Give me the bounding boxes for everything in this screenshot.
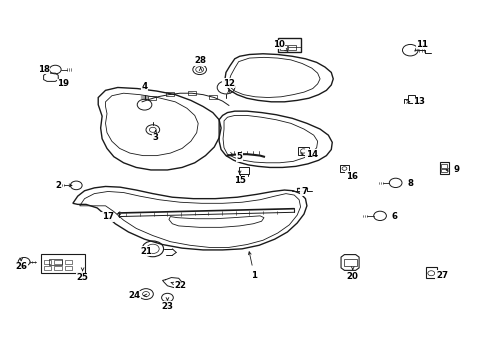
Bar	[54, 260, 61, 264]
Text: 9: 9	[453, 166, 459, 175]
Text: 14: 14	[305, 150, 317, 159]
Text: 27: 27	[435, 270, 447, 279]
Text: 16: 16	[345, 172, 357, 181]
Bar	[339, 165, 348, 172]
Text: 13: 13	[412, 97, 424, 106]
Text: 24: 24	[128, 291, 141, 300]
Bar	[407, 95, 414, 103]
Text: 17: 17	[102, 212, 114, 221]
Text: 3: 3	[152, 133, 159, 142]
Text: 6: 6	[391, 212, 397, 221]
Bar	[440, 168, 446, 172]
Text: 23: 23	[161, 302, 173, 311]
Text: 11: 11	[416, 40, 427, 49]
Bar	[288, 45, 296, 50]
Bar	[148, 96, 156, 100]
Text: 7: 7	[300, 187, 306, 196]
Text: 8: 8	[407, 179, 412, 188]
Bar	[65, 266, 72, 270]
Text: 21: 21	[140, 247, 152, 256]
Text: 2: 2	[55, 181, 61, 190]
Text: 20: 20	[346, 271, 358, 280]
Bar	[43, 260, 51, 264]
Bar	[298, 147, 308, 155]
Text: 18: 18	[38, 65, 49, 74]
Bar	[208, 95, 216, 99]
Text: 19: 19	[57, 80, 69, 89]
Polygon shape	[43, 73, 58, 81]
Bar	[49, 259, 61, 265]
Bar	[277, 38, 301, 51]
Bar	[439, 162, 448, 174]
Text: 1: 1	[251, 270, 257, 279]
Text: 25: 25	[77, 273, 88, 282]
Bar	[425, 267, 436, 278]
Bar	[65, 260, 72, 264]
Text: 5: 5	[236, 152, 242, 161]
Bar	[43, 266, 51, 270]
Text: 26: 26	[15, 262, 27, 271]
Bar	[54, 266, 61, 270]
Text: 4: 4	[141, 82, 147, 91]
Bar	[187, 91, 195, 95]
Text: 15: 15	[233, 176, 245, 185]
Text: 12: 12	[223, 79, 234, 88]
Bar	[166, 92, 174, 96]
Bar	[238, 167, 249, 174]
Bar	[440, 164, 446, 168]
Bar	[279, 45, 287, 50]
Text: 28: 28	[194, 57, 206, 66]
Bar	[344, 259, 356, 266]
Text: 22: 22	[174, 281, 186, 290]
Bar	[41, 254, 84, 273]
Text: 10: 10	[272, 40, 284, 49]
